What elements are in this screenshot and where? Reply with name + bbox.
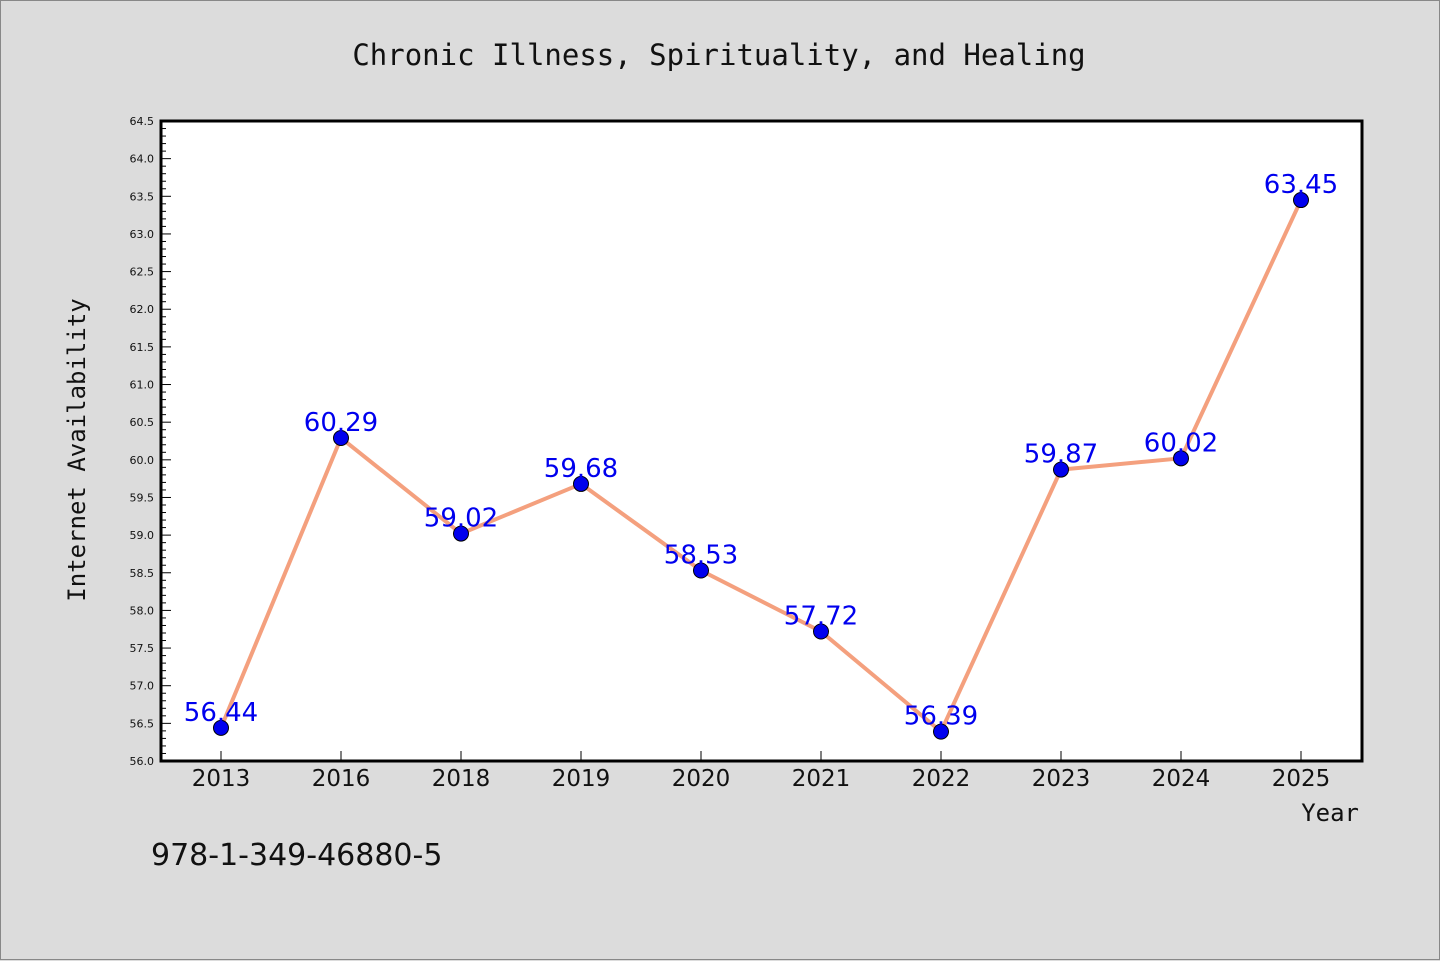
x-tick-label: 2020 (672, 766, 731, 792)
y-tick-label: 64.5 (130, 115, 155, 128)
x-tick-label: 2025 (1272, 766, 1331, 792)
x-tick-label: 2018 (432, 766, 491, 792)
y-tick-label: 63.5 (130, 190, 155, 203)
data-label: 58.53 (664, 541, 738, 571)
data-point (1293, 192, 1309, 209)
y-tick-label: 63.0 (130, 228, 155, 241)
y-tick-label: 61.5 (130, 341, 155, 354)
y-tick-label: 58.0 (130, 604, 155, 617)
y-tick-label: 62.0 (130, 303, 155, 316)
data-point (933, 723, 949, 740)
y-tick-label: 57.5 (130, 642, 155, 655)
data-point (453, 525, 469, 542)
x-axis-label: Year (1301, 799, 1359, 827)
x-tick-label: 2019 (552, 766, 611, 792)
y-tick-label: 58.5 (130, 567, 155, 580)
data-label: 59.02 (424, 504, 498, 534)
data-label: 60.29 (304, 408, 378, 438)
x-tick-label: 2016 (312, 766, 371, 792)
y-tick-label: 59.0 (130, 529, 155, 542)
x-axis: 2013 2016 2018 2019 2020 2021 2022 2023 2024 2025 (192, 751, 1331, 792)
data-label: 60.02 (1144, 428, 1218, 458)
data-point (573, 475, 589, 492)
data-markers (213, 192, 1309, 740)
x-tick-label: 2024 (1152, 766, 1211, 792)
series-line-group (219, 198, 1303, 734)
x-tick-label: 2022 (912, 766, 971, 792)
data-label: 63.45 (1264, 170, 1338, 200)
data-point (693, 562, 709, 579)
data-point (1173, 450, 1189, 467)
y-tick-label: 56.5 (130, 717, 155, 730)
data-label: 59.68 (544, 454, 618, 484)
y-tick-label: 60.5 (130, 416, 155, 429)
data-point (1053, 461, 1069, 478)
y-tick-label: 59.5 (130, 491, 155, 504)
data-labels: 56.44 60.29 59.02 59.68 58.53 57.72 56.39 59.87… (184, 170, 1338, 732)
y-tick-label: 57.0 (130, 680, 155, 693)
plot-area (159, 119, 1364, 763)
y-tick-label: 56.0 (130, 755, 155, 768)
y-tick-label: 62.5 (130, 266, 155, 279)
data-label: 56.39 (904, 702, 978, 732)
y-axis-label: Internet Availability (63, 298, 91, 601)
data-label: 57.72 (784, 601, 858, 631)
isbn-text: 978-1-349-46880-5 (151, 838, 442, 873)
x-tick-label: 2013 (192, 766, 251, 792)
y-axis: 56.0 56.5 57.0 57.5 58.0 58.5 59.0 59.5 60.0 60.5… (130, 115, 171, 768)
y-tick-label: 61.0 (130, 379, 155, 392)
data-label: 59.87 (1024, 440, 1098, 470)
data-label: 56.44 (184, 698, 258, 728)
data-point (333, 429, 349, 446)
y-tick-label: 60.0 (130, 454, 155, 467)
data-point (213, 719, 229, 736)
chart-title: Chronic Illness, Spirituality, and Heali… (352, 38, 1085, 72)
y-tick-label: 64.0 (130, 153, 155, 166)
data-point (813, 623, 829, 640)
series-line (219, 198, 1303, 734)
x-tick-label: 2021 (792, 766, 851, 792)
x-tick-label: 2023 (1032, 766, 1091, 792)
